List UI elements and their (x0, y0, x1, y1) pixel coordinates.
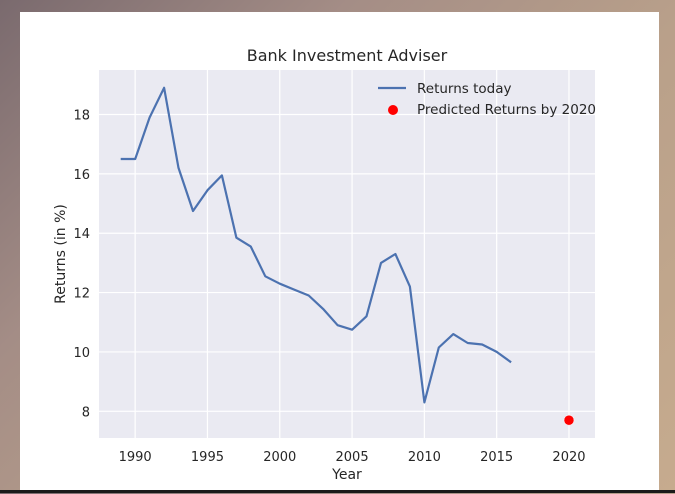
y-axis-label: Returns (in %) (53, 204, 69, 304)
legend: Returns today Predicted Returns by 2020 (378, 81, 596, 118)
x-tick-label: 1990 (119, 450, 152, 465)
x-axis-label: Year (331, 467, 362, 483)
bottom-edge (0, 490, 675, 493)
y-tick-label: 14 (73, 227, 90, 242)
y-tick-label: 10 (73, 346, 90, 361)
legend-marker-swatch (388, 105, 398, 115)
chart-title: Bank Investment Adviser (247, 46, 448, 65)
legend-label: Returns today (417, 81, 512, 97)
predicted-point (563, 414, 575, 426)
series-line-returns-today (120, 86, 512, 404)
y-tick-label: 16 (73, 168, 90, 183)
x-tick-label: 2005 (336, 450, 369, 465)
line-chart: 1990 1995 2000 2005 2010 2015 2020 8 10 12 14 16 18… (53, 46, 596, 483)
plot-area (99, 70, 595, 438)
x-tick-label: 2000 (263, 450, 296, 465)
chart-figure: 1990 1995 2000 2005 2010 2015 2020 8 10 12 14 16 18… (20, 12, 659, 490)
y-tick-label: 8 (82, 405, 90, 420)
y-tick-label: 18 (73, 109, 90, 124)
x-tick-label: 2020 (552, 450, 585, 465)
legend-label: Predicted Returns by 2020 (417, 102, 596, 118)
x-tick-label: 2015 (480, 450, 513, 465)
y-tick-label: 12 (73, 287, 90, 302)
x-tick-label: 2010 (408, 450, 441, 465)
x-tick-label: 1995 (191, 450, 224, 465)
